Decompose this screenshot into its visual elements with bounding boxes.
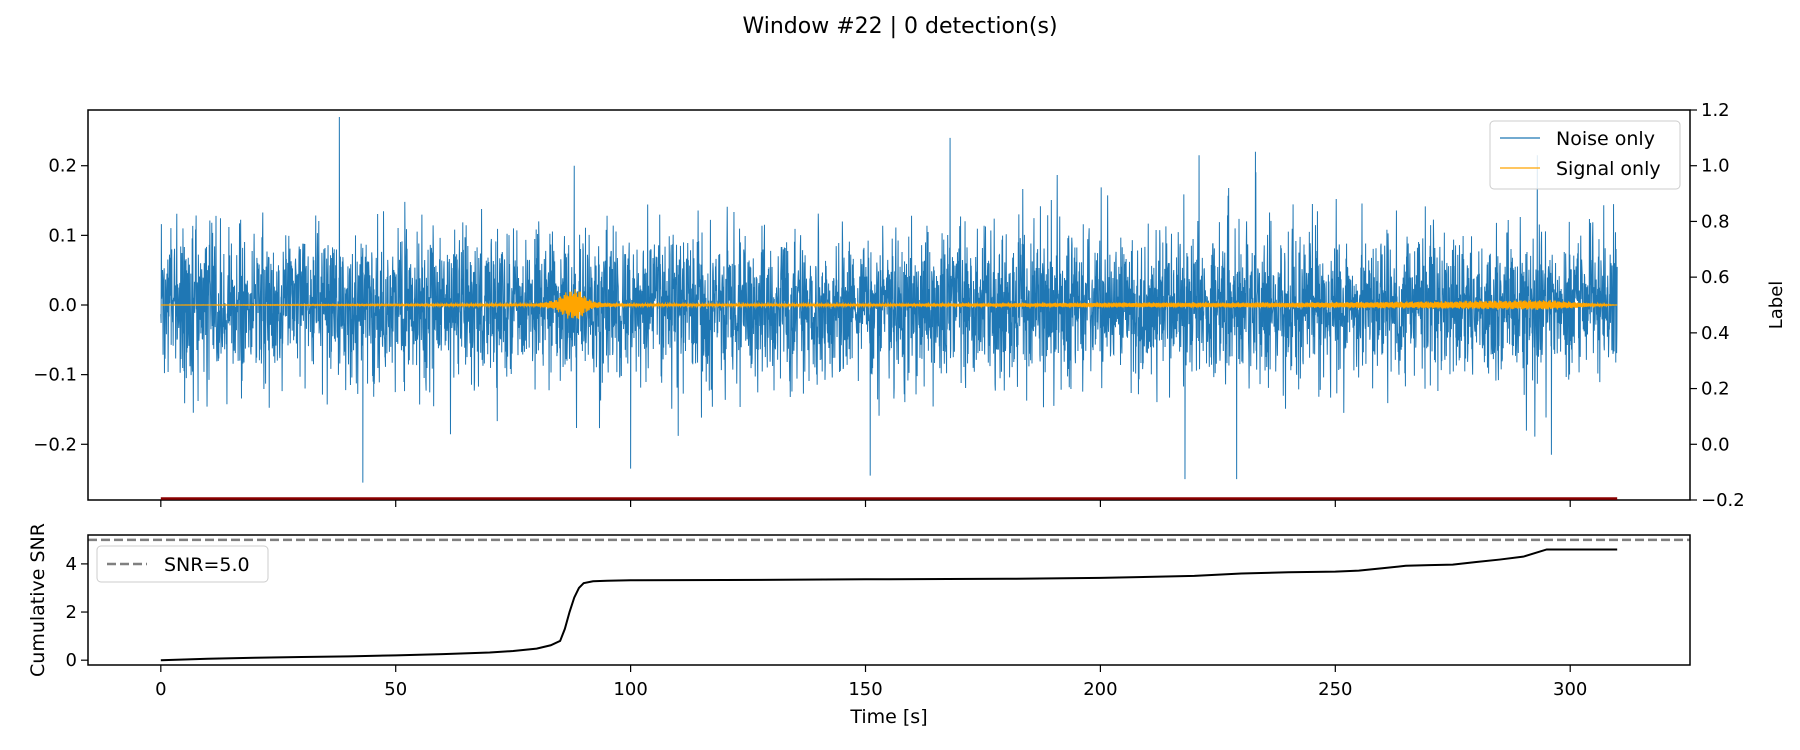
legend-signal-label: Signal only [1556,158,1661,180]
top-ytick-label: 0.0 [48,295,77,316]
bottom-ytick-label: 4 [66,554,77,575]
top-right-ytick-label: 0.8 [1701,211,1730,232]
bottom-ytick-label: 2 [66,602,77,623]
bottom-xtick-label: 250 [1318,679,1352,700]
top-ytick-label: −0.1 [33,365,77,386]
bottom-y-axis: 0 2 4 [66,554,88,671]
top-axes-frame [87,109,1691,501]
bottom-xtick-label: 100 [613,679,647,700]
top-left-y-axis: −0.2 −0.1 0.0 0.1 0.2 [33,156,88,455]
top-right-y-axis: −0.2 0.0 0.2 0.4 0.6 0.8 1.0 1.2 [1690,100,1745,511]
top-legend: Noise only Signal only [1489,120,1681,190]
top-right-ylabel: Label [1766,281,1787,330]
bottom-ytick-label: 0 [66,650,77,671]
top-x-ticks [160,500,1571,507]
top-right-ytick-label: 0.4 [1701,323,1730,344]
top-right-ytick-label: 0.0 [1701,434,1730,455]
top-plot-area [160,116,1618,483]
top-right-ytick-label: 1.0 [1701,156,1730,177]
bottom-legend: SNR=5.0 [96,545,269,583]
bottom-xtick-label: 50 [384,679,407,700]
bottom-axes-frame [87,534,1691,666]
top-ytick-label: 0.2 [48,156,77,177]
bottom-xlabel: Time [s] [849,706,927,728]
top-right-ytick-label: 0.2 [1701,379,1730,400]
signal-series-line [160,289,1618,320]
bottom-ylabel: Cumulative SNR [27,523,49,677]
legend-threshold-label: SNR=5.0 [164,554,250,576]
top-right-ytick-label: −0.2 [1701,490,1745,511]
cumulative-snr-line [160,548,1618,662]
bottom-xtick-label: 200 [1083,679,1117,700]
figure-title: Window #22 | 0 detection(s) [742,14,1057,39]
bottom-xtick-label: 150 [848,679,882,700]
bottom-xtick-label: 300 [1553,679,1587,700]
bottom-x-axis: 0 50 100 150 200 250 300 [155,665,1587,700]
bottom-xtick-label: 0 [155,679,166,700]
noise-series-line [160,116,1618,483]
top-right-ytick-label: 1.2 [1701,100,1730,121]
legend-noise-label: Noise only [1556,128,1655,150]
top-ytick-label: 0.1 [48,225,77,246]
top-right-ytick-label: 0.6 [1701,267,1730,288]
bottom-plot-area [88,538,1690,662]
bottom-panel: 0 2 4 0 50 100 150 200 250 300 Cumulative SNR Ti… [27,523,1691,728]
top-panel: −0.2 −0.1 0.0 0.1 0.2 −0.2 0.0 0.2 0.4 0.6 0.8 1.0… [33,100,1787,511]
top-ytick-label: −0.2 [33,434,77,455]
